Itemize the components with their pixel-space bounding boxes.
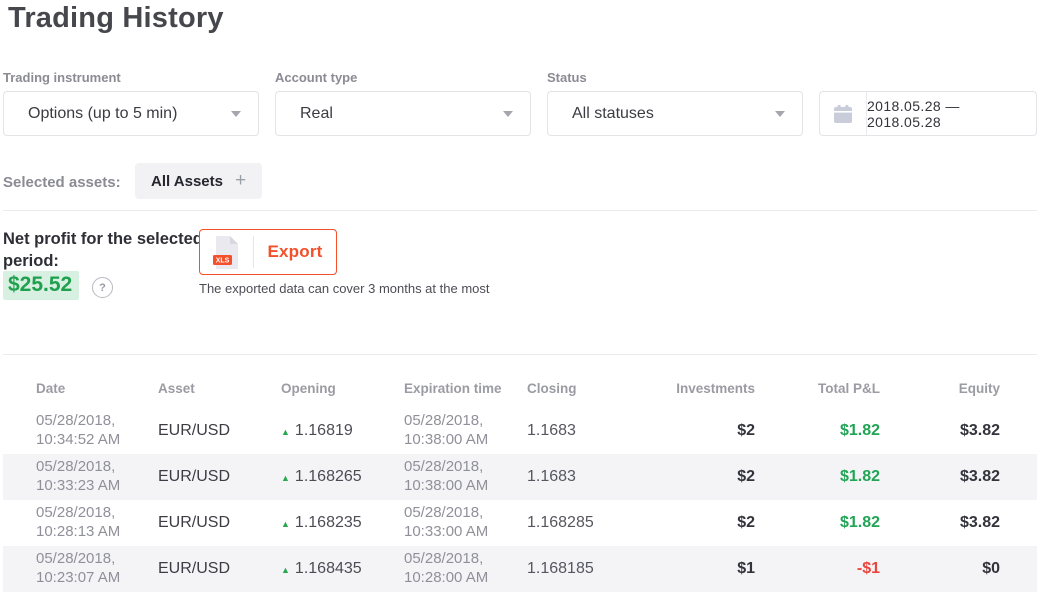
selected-assets-label: Selected assets:: [3, 174, 121, 191]
cell-investments: $2: [737, 468, 755, 485]
table-row[interactable]: 05/28/2018, 10:28:13 AM EUR/USD ▲ 1.168235…: [3, 500, 1037, 546]
cell-opening: ▲ 1.168435: [281, 560, 362, 577]
divider: [3, 354, 1037, 355]
header-opening: Opening: [281, 380, 336, 396]
date-range-value: 2018.05.28 — 2018.05.28: [867, 97, 960, 130]
cell-closing: 1.168285: [527, 514, 594, 531]
cell-asset: EUR/USD: [158, 514, 231, 531]
button-divider: [253, 236, 255, 268]
cell-investments: $1: [737, 560, 755, 577]
cell-closing: 1.1683: [527, 468, 576, 485]
status-select[interactable]: All statuses: [547, 91, 803, 136]
cell-asset: EUR/USD: [158, 422, 231, 439]
cell-asset: EUR/USD: [158, 468, 231, 485]
cell-date: 05/28/2018, 10:23:07 AM: [36, 550, 121, 586]
cell-investments: $2: [737, 514, 755, 531]
export-button-label: Export: [267, 242, 323, 261]
cell-expiration: 05/28/2018, 10:33:00 AM: [404, 504, 489, 540]
cell-closing: 1.168185: [527, 560, 594, 577]
cell-expiration: 05/28/2018, 10:28:00 AM: [404, 550, 489, 586]
cell-expiration: 05/28/2018, 10:38:00 AM: [404, 412, 489, 448]
xls-file-icon: XLS: [213, 235, 240, 269]
cell-date: 05/28/2018, 10:34:52 AM: [36, 412, 121, 448]
cell-asset: EUR/USD: [158, 560, 231, 577]
cell-total-pl: $1.82: [839, 468, 880, 485]
header-expiration-time: Expiration time: [404, 380, 502, 396]
net-profit-value: $25.52: [3, 271, 80, 300]
table-row[interactable]: 05/28/2018, 10:34:52 AM EUR/USD ▲ 1.16819 …: [3, 408, 1037, 454]
cell-total-pl: $1.82: [839, 422, 880, 439]
cell-opening: ▲ 1.16819: [281, 422, 353, 439]
export-button[interactable]: XLS Export: [199, 229, 337, 275]
cell-total-pl: $1.82: [839, 514, 880, 531]
trading-history-table: Date Asset Opening Expiration time Closi…: [3, 368, 1037, 592]
selected-assets-value: All Assets: [151, 172, 223, 190]
date-range-picker[interactable]: 2018.05.28 — 2018.05.28: [819, 91, 1037, 136]
cell-equity: $3.82: [959, 422, 1000, 439]
table-row[interactable]: 05/28/2018, 10:23:07 AM EUR/USD ▲ 1.168435…: [3, 546, 1037, 592]
up-arrow-icon: ▲: [281, 472, 290, 483]
up-arrow-icon: ▲: [281, 518, 290, 529]
plus-icon[interactable]: +: [234, 169, 247, 191]
help-icon[interactable]: ?: [92, 277, 113, 298]
header-asset: Asset: [158, 380, 195, 396]
up-arrow-icon: ▲: [281, 564, 290, 575]
status-value: All statuses: [572, 104, 654, 122]
divider: [3, 210, 1037, 211]
chevron-down-icon: [503, 110, 513, 117]
cell-opening: ▲ 1.168235: [281, 514, 362, 531]
cell-opening: ▲ 1.168265: [281, 468, 362, 485]
export-note: The exported data can cover 3 months at …: [199, 281, 490, 296]
chevron-down-icon: [231, 110, 241, 117]
header-total-pl: Total P&L: [818, 380, 880, 396]
status-label: Status: [547, 70, 587, 85]
net-profit-label: Net profit for the selected period:: [3, 230, 203, 271]
header-date: Date: [36, 380, 66, 396]
account-type-value: Real: [300, 104, 333, 122]
cell-investments: $2: [737, 422, 755, 439]
cell-equity: $0: [982, 560, 1000, 577]
trading-instrument-value: Options (up to 5 min): [28, 104, 178, 122]
cell-expiration: 05/28/2018, 10:38:00 AM: [404, 458, 489, 494]
header-investments: Investments: [676, 380, 755, 396]
account-type-select[interactable]: Real: [275, 91, 531, 136]
cell-equity: $3.82: [959, 514, 1000, 531]
header-equity: Equity: [958, 380, 1000, 396]
cell-date: 05/28/2018, 10:28:13 AM: [36, 504, 121, 540]
chevron-down-icon: [775, 110, 785, 117]
cell-closing: 1.1683: [527, 422, 576, 439]
up-arrow-icon: ▲: [281, 426, 290, 437]
calendar-icon[interactable]: [820, 92, 867, 135]
svg-text:XLS: XLS: [216, 257, 230, 264]
trading-instrument-select[interactable]: Options (up to 5 min): [3, 91, 259, 136]
page-title: Trading History: [8, 2, 224, 34]
table-header-row: Date Asset Opening Expiration time Closi…: [3, 368, 1037, 408]
account-type-label: Account type: [275, 70, 358, 85]
cell-equity: $3.82: [959, 468, 1000, 485]
selected-assets-chip[interactable]: All Assets +: [135, 163, 263, 199]
header-closing: Closing: [527, 380, 577, 396]
cell-date: 05/28/2018, 10:33:23 AM: [36, 458, 121, 494]
trading-instrument-label: Trading instrument: [3, 70, 121, 85]
cell-total-pl: -$1: [856, 560, 880, 577]
table-row[interactable]: 05/28/2018, 10:33:23 AM EUR/USD ▲ 1.168265…: [3, 454, 1037, 500]
